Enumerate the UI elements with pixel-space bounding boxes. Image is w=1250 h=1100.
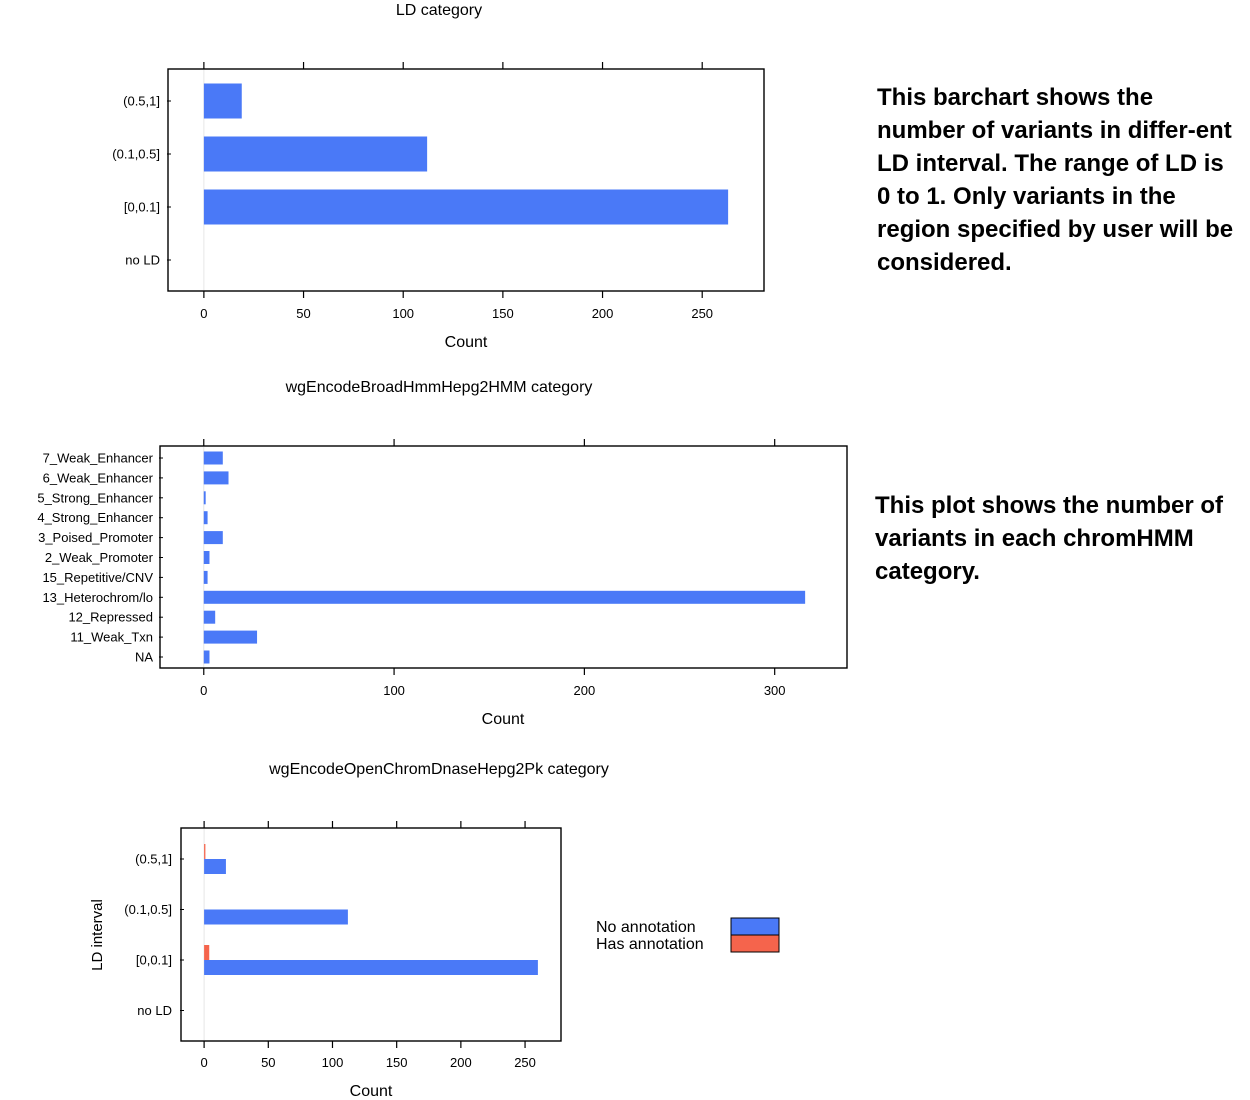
category-label: (0.5,1] [123,94,160,109]
chart-2: wgEncodeBroadHmmHepg2HMM category 7_Weak_… [37,379,848,728]
category-label: no LD [137,1003,172,1018]
category-label: 3_Poised_Promoter [38,530,154,545]
category-label: 12_Repressed [68,610,153,625]
legend-key [730,917,780,936]
x-tick-label: 250 [514,1055,536,1070]
plot-frame [167,68,765,292]
x-tick-label: 200 [450,1055,472,1070]
x-tick-label: 150 [492,306,514,321]
hmm-chart-description: This plot shows the number of variants i… [875,492,1223,585]
x-tick-label: 200 [574,683,596,698]
y-axis-label: LD interval [89,899,106,971]
bar [203,471,229,485]
bar-has-annotation [204,945,210,960]
x-tick-label: 0 [200,1055,207,1070]
bar [203,630,258,644]
x-tick-label: 300 [764,683,786,698]
bar [203,511,208,525]
chart-3: wgEncodeOpenChromDnaseHepg2Pk category (0… [89,761,780,1100]
category-label: 7_Weak_Enhancer [43,451,154,466]
x-tick-label: 100 [392,306,414,321]
bar-has-annotation [204,844,206,859]
category-label: [0,0.1] [136,953,172,968]
bar [203,451,223,465]
category-label: (0.1,0.5] [112,147,160,162]
bar [203,491,206,505]
bar [203,531,223,545]
category-label: 5_Strong_Enhancer [37,490,153,505]
x-tick-label: 100 [322,1055,344,1070]
x-tick-label: 50 [261,1055,275,1070]
bar [203,590,806,604]
x-tick-label: 0 [200,306,207,321]
category-label: no LD [125,253,160,268]
x-tick-label: 250 [691,306,713,321]
x-tick-label: 150 [386,1055,408,1070]
category-label: 4_Strong_Enhancer [37,510,153,525]
category-label: 6_Weak_Enhancer [43,470,154,485]
category-label: 11_Weak_Txn [70,630,153,645]
legend-label: Has annotation [596,936,704,953]
chart-title: LD category [396,2,482,19]
bar-no-annotation [204,960,538,975]
legend-label: No annotation [596,919,696,936]
bar [203,610,216,624]
bar [203,136,428,172]
x-axis-label: Count [482,711,525,728]
category-label: [0,0.1] [124,200,160,215]
x-tick-label: 50 [296,306,310,321]
bar [203,83,242,119]
category-label: 2_Weak_Promoter [45,550,154,565]
category-label: 13_Heterochrom/lo [42,590,153,605]
bar-no-annotation [204,859,226,874]
bar [203,189,729,225]
plot-frame [159,445,848,669]
chart-title: wgEncodeOpenChromDnaseHepg2Pk category [268,761,609,778]
legend-key [730,934,780,953]
x-tick-label: 0 [200,683,207,698]
category-label: (0.5,1] [135,852,172,867]
category-label: 15_Repetitive/CNV [42,570,153,585]
bar [203,650,210,664]
chart-1: LD category (0.5,1] (0.1,0.5] [0,0.1] no LD 0… [112,2,765,351]
x-tick-label: 200 [592,306,614,321]
bar-no-annotation [204,909,348,925]
plot-frame [180,827,562,1042]
ld-chart-description: This barchart shows the number of varian… [877,84,1234,276]
chart-title: wgEncodeBroadHmmHepg2HMM category [285,379,593,396]
category-label: (0.1,0.5] [124,902,172,917]
x-axis-label: Count [350,1083,393,1100]
bar [203,551,210,564]
category-label: NA [135,650,153,665]
x-axis-label: Count [445,334,488,351]
x-tick-label: 100 [383,683,405,698]
bar [203,570,208,584]
